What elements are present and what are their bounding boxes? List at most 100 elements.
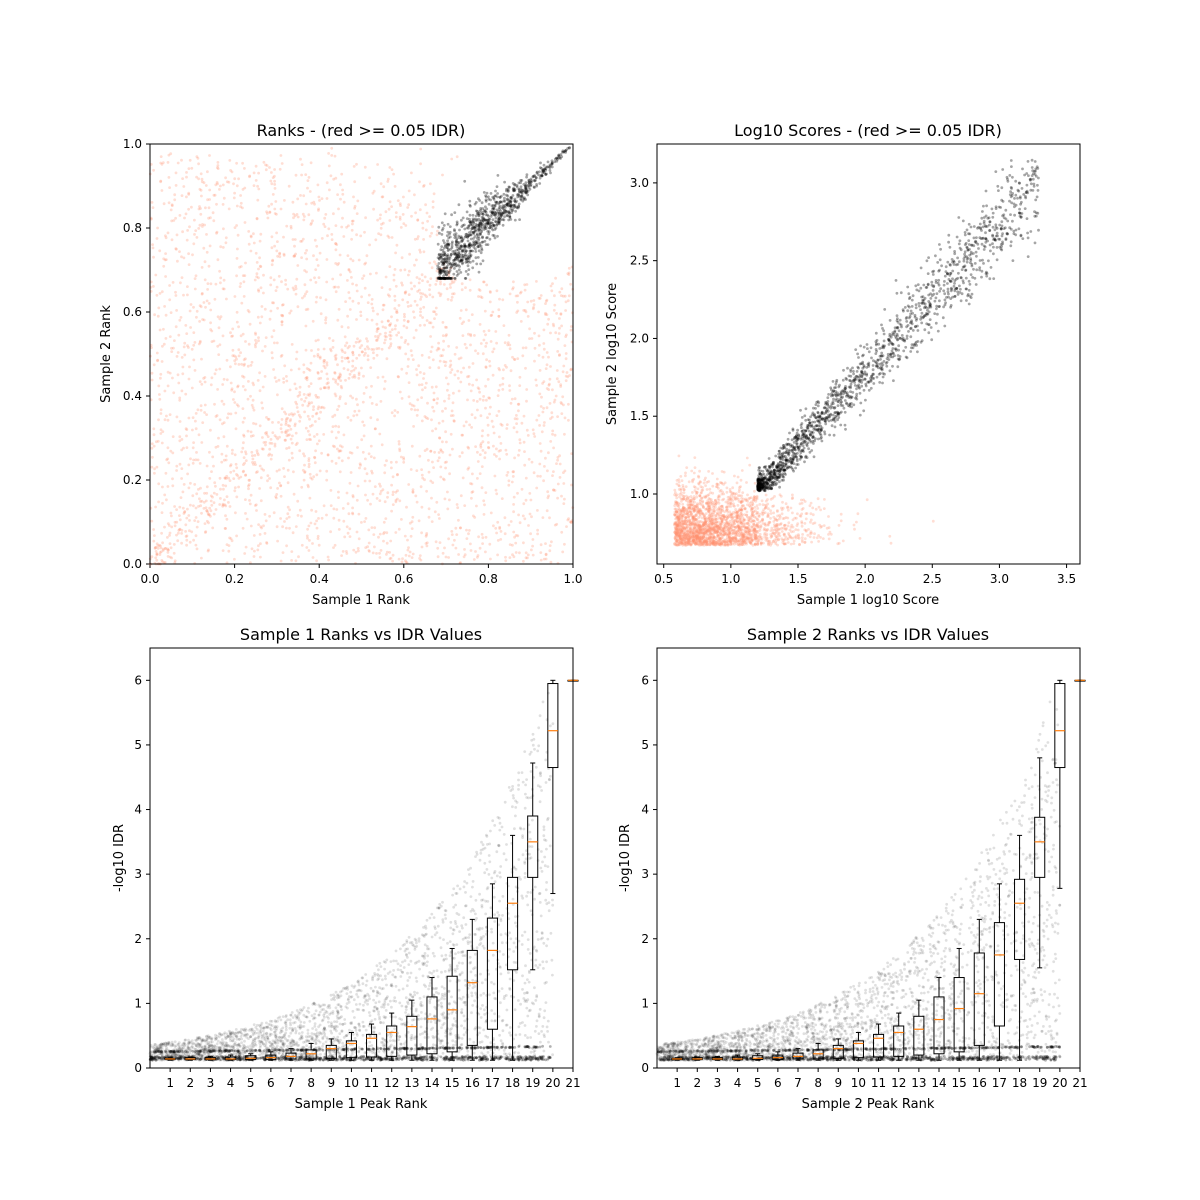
ranks-black-point (465, 260, 469, 264)
ranks-red-point (197, 177, 201, 181)
ranks-red-point (481, 398, 485, 402)
ranks-red-point (208, 198, 212, 201)
ranks-red-point (292, 492, 296, 496)
ranks-red-point (495, 447, 498, 451)
ranks-red-point (351, 506, 354, 510)
ranks-red-point (170, 238, 174, 242)
ranks-black-point (494, 189, 497, 193)
ranks-red-point (428, 215, 431, 219)
ranks-red-point (237, 404, 240, 408)
ranks-red-point (243, 221, 247, 224)
ranks-red-point (337, 490, 340, 494)
ranks-red-point (558, 476, 562, 479)
ranks-red-point (156, 226, 160, 230)
ranks-red-point (294, 525, 298, 528)
ranks-red-point (419, 291, 422, 295)
ranks-red-point (313, 276, 316, 280)
ranks-red-point (386, 491, 390, 495)
ranks-red-point (316, 353, 320, 356)
ranks-red-point (317, 276, 321, 279)
ranks-red-point (396, 473, 399, 476)
ranks-red-point (537, 414, 541, 417)
ranks-red-point (270, 246, 274, 250)
ranks-red-point (209, 494, 213, 498)
ranks-red-point (182, 293, 185, 297)
ranks-red-point (410, 171, 413, 175)
ranks-red-point (443, 277, 447, 281)
ranks-red-point (497, 388, 501, 392)
ranks-red-point (492, 431, 496, 435)
ranks-red-point (332, 507, 336, 511)
ranks-red-point (413, 316, 416, 319)
ranks-xtick-label: 0.6 (394, 572, 413, 586)
ranks-black-point (498, 195, 502, 199)
ranks-red-point (159, 544, 162, 548)
ranks-red-point (315, 244, 319, 248)
ranks-red-point (172, 346, 175, 350)
ranks-red-point (199, 188, 203, 192)
ranks-red-point (186, 285, 189, 288)
ranks-red-point (212, 512, 216, 516)
ranks-red-point (230, 170, 234, 174)
scores-xtick-label: 2.0 (856, 572, 875, 586)
ranks-red-point (337, 207, 340, 211)
ranks-red-point (555, 462, 558, 465)
ranks-red-point (460, 282, 464, 286)
ranks-red-point (546, 322, 550, 326)
scores-red-point (746, 493, 749, 497)
ranks-red-point (363, 262, 367, 266)
ranks-red-point (241, 374, 244, 378)
ranks-red-point (338, 372, 342, 376)
ranks-black-point (478, 243, 481, 247)
ranks-red-point (465, 537, 469, 540)
ranks-red-point (199, 212, 203, 216)
ranks-black-point (509, 204, 513, 208)
ranks-black-point (496, 211, 500, 215)
ranks-red-point (392, 273, 396, 277)
ranks-red-point (499, 530, 503, 533)
ranks-red-point (451, 401, 455, 405)
ranks-red-point (311, 319, 315, 323)
ranks-red-point (326, 555, 330, 559)
ranks-red-point (176, 351, 180, 354)
ranks-red-point (445, 460, 448, 464)
ranks-red-point (192, 343, 196, 347)
ranks-red-point (355, 397, 358, 401)
ranks-red-point (485, 358, 488, 362)
ranks-red-point (310, 401, 314, 404)
ranks-red-point (337, 377, 341, 381)
ranks-red-point (325, 513, 328, 517)
ranks-red-point (545, 363, 549, 367)
ranks-red-point (390, 328, 394, 331)
ranks-red-point (304, 376, 308, 380)
ranks-red-point (439, 354, 443, 358)
ranks-red-point (379, 489, 383, 493)
ranks-red-point (208, 450, 211, 454)
ranks-black-point (471, 259, 475, 263)
ranks-black-point (442, 257, 445, 261)
ranks-red-point (388, 288, 392, 291)
scores-red-point (809, 512, 813, 516)
ranks-red-point (381, 308, 385, 312)
ranks-red-point (276, 254, 279, 258)
ranks-red-point (398, 347, 402, 350)
ranks-red-point (304, 202, 308, 206)
ranks-red-point (444, 555, 448, 559)
ranks-red-point (288, 419, 292, 423)
ranks-red-point (351, 396, 354, 400)
ranks-red-point (342, 200, 346, 204)
ranks-red-point (503, 341, 507, 345)
ranks-red-point (313, 461, 317, 465)
ranks-red-point (235, 473, 238, 476)
ranks-red-point (385, 459, 388, 463)
ranks-red-point (316, 348, 320, 351)
ranks-red-point (521, 514, 525, 518)
ranks-red-point (251, 406, 255, 410)
ranks-red-point (430, 385, 434, 389)
ranks-black-point (505, 187, 508, 191)
ranks-red-point (300, 514, 303, 518)
ranks-red-point (259, 476, 263, 480)
ranks-red-point (185, 238, 189, 242)
ranks-red-point (378, 551, 381, 555)
ranks-red-point (398, 202, 402, 206)
